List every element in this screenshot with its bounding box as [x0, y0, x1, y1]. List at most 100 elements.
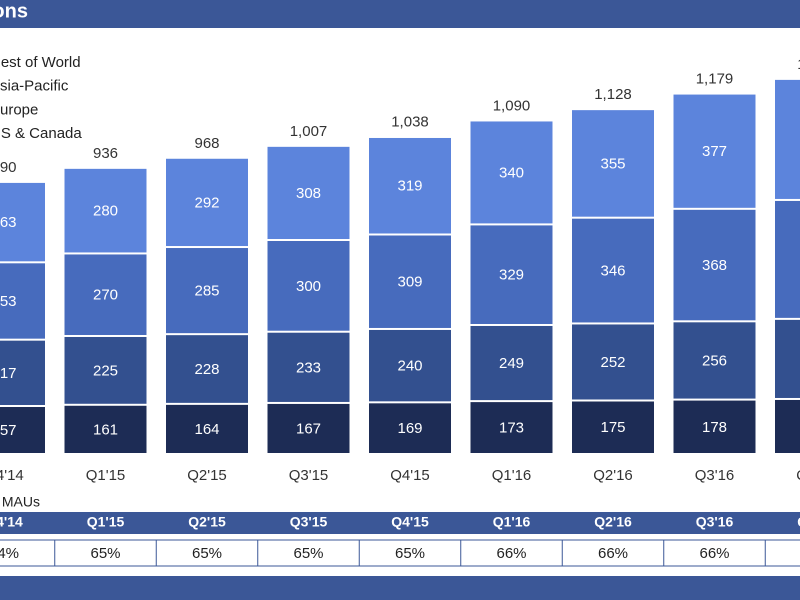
bar-segment: [470, 402, 553, 453]
segment-label: 329: [499, 267, 524, 284]
segment-label: 270: [93, 287, 118, 304]
table-header: Q3'16: [696, 514, 734, 530]
table-header: Q3'15: [290, 514, 328, 530]
table-value: 66%: [699, 545, 729, 562]
bar-segment: [775, 319, 800, 398]
table-value-row: [0, 539, 800, 567]
segment-label: 225: [93, 362, 118, 379]
segment-label: 228: [194, 361, 219, 378]
total-label: 1,179: [696, 71, 734, 88]
segment-label: 217: [0, 365, 17, 382]
table-value: 65%: [293, 545, 323, 562]
segment-label: 164: [194, 421, 219, 438]
total-label: 936: [93, 145, 118, 162]
legend-label: US & Canada: [0, 125, 82, 142]
footer-bar: [0, 576, 800, 600]
table-header: Q2'15: [188, 514, 226, 530]
legend-label: Asia-Pacific: [0, 78, 69, 95]
segment-label: 256: [702, 352, 727, 369]
x-tick-label: Q4'14: [0, 467, 24, 484]
bar-segment: [572, 401, 654, 453]
bar-segment: [775, 79, 800, 199]
x-tick-label: Q3'15: [289, 467, 329, 484]
bar-segment: [775, 200, 800, 318]
segment-label: 355: [600, 155, 625, 172]
segment-label: 161: [93, 421, 118, 438]
table-header: Q2'16: [594, 514, 632, 530]
bar-segment: [572, 218, 654, 323]
total-label: 1,227: [797, 56, 800, 73]
segment-label: 368: [702, 257, 727, 274]
segment-label: 377: [702, 143, 727, 160]
bar-segment: [166, 404, 248, 453]
bar-segment: [0, 340, 45, 406]
bar-segment: [572, 110, 654, 217]
total-label: 1,038: [391, 114, 429, 131]
segment-label: 173: [499, 420, 524, 437]
bar-segment: [369, 235, 451, 328]
x-tick-label: Q2'15: [187, 467, 227, 484]
table-value: 66%: [598, 545, 628, 562]
bar-segment: [64, 336, 147, 404]
table-header: Q4'15: [391, 514, 429, 530]
x-tick-label: Q2'16: [593, 467, 633, 484]
segment-label: 292: [194, 194, 219, 211]
segment-label: 167: [296, 420, 321, 437]
bar-segment: [369, 137, 451, 234]
segment-label: 249: [499, 355, 524, 372]
bar-segment: [0, 263, 45, 339]
bar-segment: [166, 158, 248, 247]
segment-label: 263: [0, 214, 17, 231]
segment-label: 300: [296, 278, 321, 295]
bar-segment: [267, 146, 350, 239]
table-label: DAUs / MAUs: [0, 494, 40, 510]
bar-segment: [166, 335, 248, 403]
legend-label: Rest of World: [0, 54, 81, 71]
segment-label: 285: [194, 283, 219, 300]
bar-segment: [673, 322, 756, 399]
legend-label: Europe: [0, 101, 38, 118]
bar-segment: [673, 94, 756, 208]
bar-segment: [0, 182, 45, 262]
bar-segment: [267, 332, 350, 402]
table-header-row: [0, 512, 800, 534]
table-value: 65%: [395, 545, 425, 562]
total-label: 1,090: [493, 98, 531, 115]
bar-segment: [673, 400, 756, 453]
table-value: 66%: [496, 545, 526, 562]
bar-segment: [64, 254, 147, 335]
bar-segment: [470, 121, 553, 224]
table-value: 64%: [0, 545, 19, 562]
x-tick-label: Q4'16: [796, 467, 800, 484]
total-label: 1,007: [290, 123, 328, 140]
total-label: 968: [194, 135, 219, 152]
bar-segment: [369, 403, 451, 453]
segment-label: 253: [0, 293, 17, 310]
bar-segment: [0, 407, 45, 453]
segment-label: 308: [296, 185, 321, 202]
segment-label: 319: [397, 178, 422, 195]
segment-label: 252: [600, 354, 625, 371]
bar-segment: [470, 225, 553, 324]
table-header: Q1'15: [87, 514, 125, 530]
segment-label: 309: [397, 274, 422, 291]
bar-segment: [369, 329, 451, 402]
segment-label: 340: [499, 164, 524, 181]
segment-label: 280: [93, 203, 118, 220]
x-tick-label: Q1'16: [492, 467, 532, 484]
bar-segment: [267, 241, 350, 331]
segment-label: 178: [702, 419, 727, 436]
table-header: Q1'16: [493, 514, 531, 530]
segment-label: 346: [600, 263, 625, 280]
total-label: 890: [0, 159, 17, 176]
bar-segment: [775, 399, 800, 453]
bar-segment: [166, 248, 248, 334]
table-value: 65%: [90, 545, 120, 562]
segment-label: 240: [397, 358, 422, 375]
x-tick-label: Q3'16: [695, 467, 735, 484]
table-header: Q4'16: [797, 514, 800, 530]
bar-segment: [64, 405, 147, 453]
